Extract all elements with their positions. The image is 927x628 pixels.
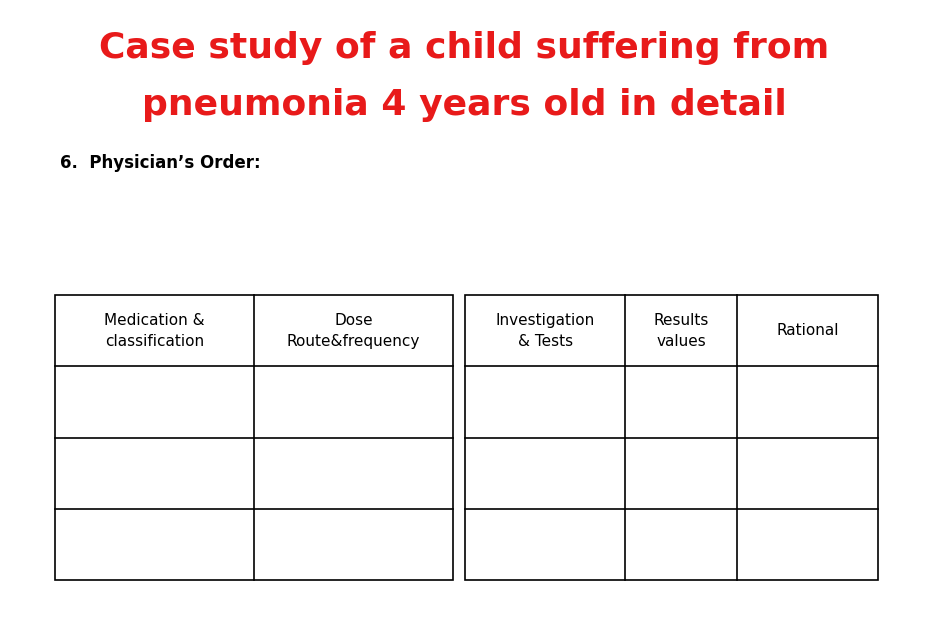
- Text: Rational: Rational: [776, 323, 838, 338]
- Text: Results
values: Results values: [653, 313, 708, 349]
- Bar: [464, 295, 877, 580]
- Text: Dose
Route&frequency: Dose Route&frequency: [286, 313, 420, 349]
- Text: pneumonia 4 years old in detail: pneumonia 4 years old in detail: [142, 88, 785, 122]
- Text: 6.  Physician’s Order:: 6. Physician’s Order:: [60, 154, 260, 172]
- Bar: [55, 295, 452, 580]
- Text: Medication &
classification: Medication & classification: [104, 313, 205, 349]
- Text: Investigation
& Tests: Investigation & Tests: [495, 313, 594, 349]
- Text: Case study of a child suffering from: Case study of a child suffering from: [99, 31, 828, 65]
